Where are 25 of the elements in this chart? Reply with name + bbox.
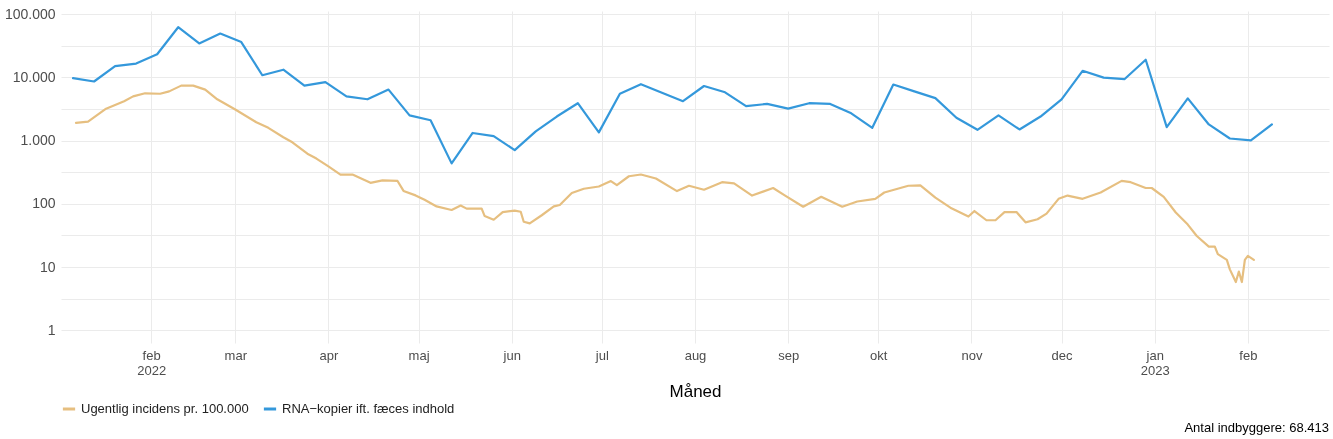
- x-axis-title: Måned: [669, 381, 722, 401]
- line-series: [71, 26, 1274, 165]
- y-tick-label: 100: [32, 195, 56, 212]
- x-tick-label: apr: [319, 347, 339, 363]
- legend-label: RNA−kopier ift. fæces indhold: [282, 401, 455, 416]
- x-tick-label: jul: [594, 347, 609, 363]
- x-tick-label: dec: [1051, 347, 1074, 363]
- x-tick-label: aug: [684, 347, 707, 363]
- x-tick-label: okt: [870, 347, 888, 363]
- line-series: [74, 84, 1255, 284]
- y-tick-label: 1.000: [20, 132, 56, 149]
- legend-label: Ugentlig incidens pr. 100.000: [81, 401, 249, 416]
- x-tick-label: mar: [224, 347, 248, 363]
- x-tick-label: jan 2023: [1140, 347, 1170, 378]
- x-tick-label: feb: [1239, 347, 1258, 363]
- x-tick-label: jun: [502, 347, 521, 363]
- x-tick-label: feb 2022: [137, 347, 167, 378]
- y-tick-label: 10: [39, 258, 56, 275]
- y-tick-label: 1: [47, 321, 56, 338]
- y-tick-label: 100.000: [4, 5, 56, 22]
- x-tick-label: maj: [408, 347, 430, 363]
- y-tick-label: 10.000: [12, 68, 56, 85]
- x-tick-label: sep: [778, 347, 800, 363]
- text: Antal indbyggere: 68.413: [1184, 420, 1329, 435]
- x-tick-label: nov: [961, 347, 983, 363]
